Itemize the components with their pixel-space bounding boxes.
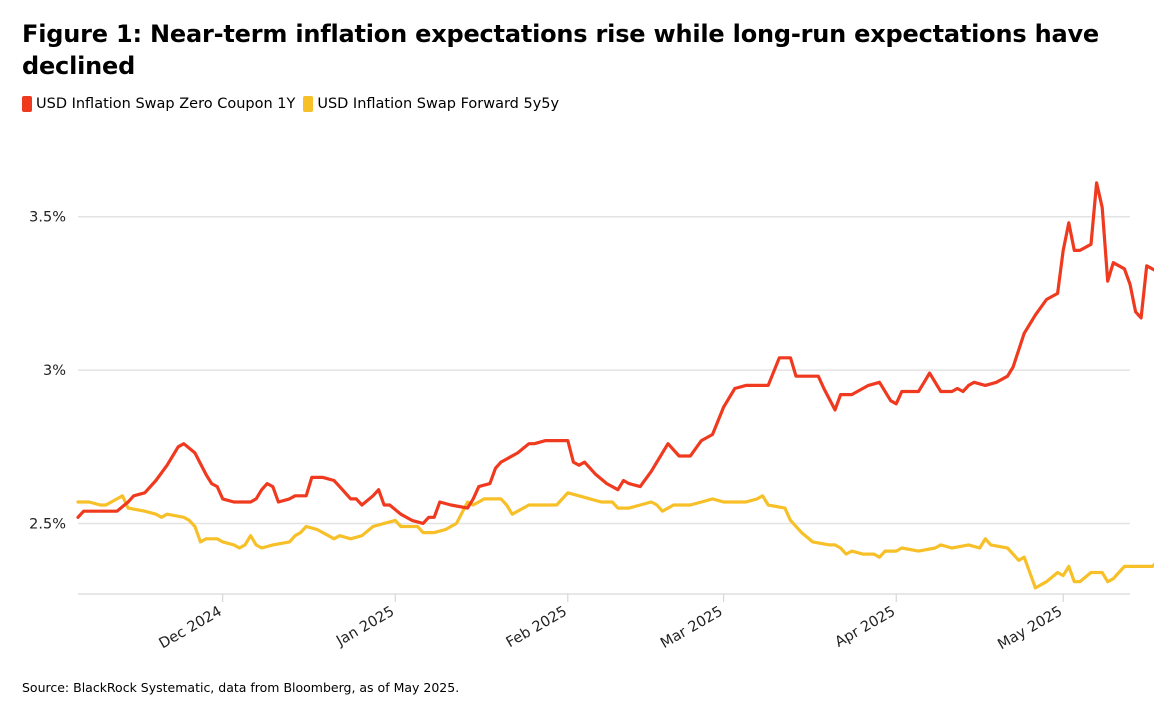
y-tick-label-1: 3% bbox=[43, 363, 66, 379]
y-tick-label-2: 3.5% bbox=[29, 210, 66, 226]
series-line-5y5y bbox=[76, 491, 1154, 590]
legend-swatch-5y5y bbox=[303, 96, 314, 112]
chart-title: Figure 1: Near-term inflation expectatio… bbox=[22, 20, 1099, 80]
series-line-1y bbox=[76, 181, 1154, 525]
legend-item-1y: USD Inflation Swap Zero Coupon 1Y bbox=[22, 96, 295, 112]
source-note: Source: BlackRock Systematic, data from … bbox=[22, 680, 460, 695]
x-tick-label-4: Apr 2025 bbox=[833, 604, 899, 651]
x-tick-label-3: Mar 2025 bbox=[658, 604, 726, 652]
legend-label-5y5y: USD Inflation Swap Forward 5y5y bbox=[317, 96, 560, 112]
x-tick-label-0: Dec 2024 bbox=[156, 604, 224, 653]
legend-item-5y5y: USD Inflation Swap Forward 5y5y bbox=[303, 96, 559, 112]
legend-swatch-1y bbox=[22, 96, 32, 112]
legend: USD Inflation Swap Zero Coupon 1Y USD In… bbox=[22, 96, 567, 112]
x-tick-label-2: Feb 2025 bbox=[504, 604, 570, 651]
y-tick-label-0: 2.5% bbox=[29, 516, 66, 532]
legend-label-1y: USD Inflation Swap Zero Coupon 1Y bbox=[36, 96, 296, 112]
x-tick-label-1: Jan 2025 bbox=[333, 604, 397, 650]
x-tick-label-5: May 2025 bbox=[995, 604, 1065, 654]
